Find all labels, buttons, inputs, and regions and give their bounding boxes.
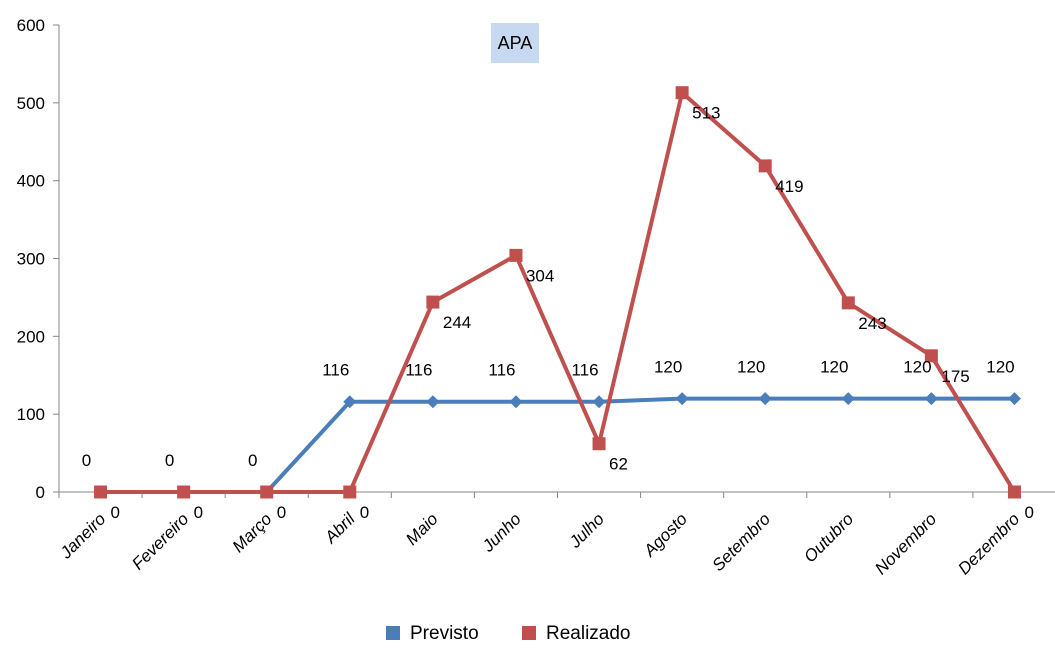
data-label: 0 — [111, 503, 120, 522]
x-tick-label: Outubro — [800, 509, 857, 566]
x-tick-label: Agosto — [639, 509, 691, 561]
data-point-marker — [592, 395, 606, 409]
data-label: 175 — [941, 367, 969, 386]
x-tick-label: Novembro — [871, 509, 940, 578]
data-point-marker — [675, 392, 689, 406]
legend-swatch-previsto — [386, 626, 400, 640]
y-tick-label: 300 — [17, 250, 45, 269]
data-label: 0 — [165, 451, 174, 470]
y-tick-label: 0 — [36, 483, 45, 502]
series-line — [100, 396, 1015, 494]
y-tick-label: 600 — [17, 16, 45, 35]
data-label: 244 — [443, 313, 471, 332]
data-point-marker — [841, 392, 855, 406]
data-point-marker — [675, 86, 689, 100]
data-label: 513 — [692, 104, 720, 123]
data-label: 0 — [360, 503, 369, 522]
x-tick-label: Julho — [565, 509, 608, 552]
data-point-marker — [343, 395, 357, 409]
data-point-marker — [509, 248, 523, 262]
series-line — [100, 90, 1017, 494]
x-tick-label: Janeiro — [56, 509, 110, 563]
data-label: 243 — [858, 314, 886, 333]
data-label: 120 — [737, 358, 765, 377]
legend-swatch-realizado — [522, 626, 536, 640]
data-label: 304 — [526, 266, 554, 285]
data-labels: 0 0 0 116 116 116 116 120 120 120 120 120 0 0 0 0 244 304… — [82, 104, 1034, 522]
data-label: 116 — [322, 361, 349, 380]
data-point-marker — [758, 159, 772, 173]
chart-title-group: APA — [491, 23, 539, 63]
data-label: 62 — [609, 455, 628, 474]
data-label: 116 — [405, 361, 432, 380]
data-label: 0 — [194, 503, 203, 522]
data-point-marker — [426, 395, 440, 409]
data-point-marker — [343, 485, 357, 499]
data-point-marker — [260, 485, 274, 499]
data-label: 0 — [277, 503, 286, 522]
y-tick-label: 200 — [17, 327, 45, 346]
legend-label-realizado: Realizado — [546, 623, 631, 644]
data-label: 120 — [820, 358, 848, 377]
data-point-marker — [924, 349, 938, 363]
chart-title: APA — [498, 33, 533, 53]
series-realizado — [94, 86, 1021, 499]
data-label: 116 — [488, 361, 515, 380]
data-point-marker — [509, 395, 523, 409]
data-label: 116 — [571, 361, 598, 380]
data-point-marker — [841, 296, 855, 310]
x-tick-label: Junho — [478, 509, 525, 556]
y-tick-label: 500 — [17, 94, 45, 113]
data-point-marker — [592, 437, 606, 451]
x-tick-label: Fevereiro — [128, 509, 192, 573]
data-point-marker — [1007, 392, 1021, 406]
data-point-marker — [426, 295, 440, 309]
y-tick-label: 100 — [17, 405, 45, 424]
data-label: 0 — [82, 451, 91, 470]
data-label: 120 — [654, 358, 682, 377]
data-label: 0 — [1024, 503, 1033, 522]
legend: Previsto Realizado — [386, 623, 631, 644]
data-label: 120 — [903, 358, 931, 377]
x-tick-label: Maio — [402, 509, 441, 548]
data-label: 0 — [248, 451, 257, 470]
x-tick-label: Abril — [320, 509, 359, 548]
legend-label-previsto: Previsto — [410, 623, 479, 644]
x-tick-label: Março — [229, 509, 276, 556]
data-point-marker — [1007, 485, 1021, 499]
data-label: 419 — [775, 177, 803, 196]
data-point-marker — [177, 485, 191, 499]
series-lines — [94, 86, 1021, 499]
x-tick-label: Dezembro — [954, 509, 1023, 578]
series-previsto — [94, 392, 1021, 499]
data-point-marker — [94, 485, 108, 499]
y-tick-label: 400 — [17, 172, 45, 191]
chart-title-box — [491, 23, 539, 63]
data-point-marker — [924, 392, 938, 406]
x-tick-label: Setembro — [708, 509, 774, 575]
data-label: 120 — [986, 358, 1014, 377]
data-point-marker — [758, 392, 772, 406]
